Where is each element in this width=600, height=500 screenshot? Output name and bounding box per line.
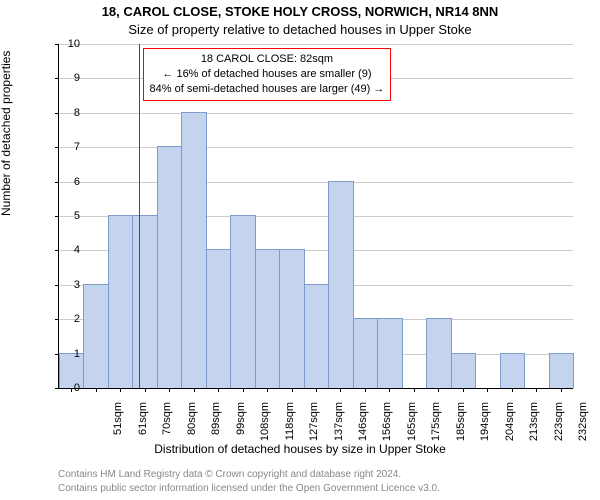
x-tick-mark xyxy=(292,388,293,392)
x-tick-mark xyxy=(120,388,121,392)
plot-area: 18 CAROL CLOSE: 82sqm← 16% of detached h… xyxy=(58,44,573,389)
histogram-bar xyxy=(451,353,476,388)
x-tick-label: 146sqm xyxy=(357,402,369,452)
footer-line1: Contains HM Land Registry data © Crown c… xyxy=(58,469,401,480)
histogram-bar xyxy=(279,249,304,388)
y-tick-label: 0 xyxy=(60,382,80,394)
y-axis-label: Number of detached properties xyxy=(0,51,13,216)
y-tick-label: 6 xyxy=(60,176,80,188)
gridline-horizontal xyxy=(59,113,573,114)
histogram-bar xyxy=(157,146,182,388)
x-tick-mark xyxy=(145,388,146,392)
x-tick-label: 156sqm xyxy=(381,402,393,452)
histogram-bar xyxy=(108,215,133,388)
x-tick-label: 185sqm xyxy=(455,402,467,452)
footer-line2: Contains public sector information licen… xyxy=(58,483,440,494)
x-tick-label: 70sqm xyxy=(161,402,173,452)
histogram-bar xyxy=(206,249,231,388)
x-tick-mark xyxy=(267,388,268,392)
marker-vertical-line xyxy=(139,44,140,388)
x-tick-mark xyxy=(316,388,317,392)
x-tick-mark xyxy=(414,388,415,392)
x-tick-label: 80sqm xyxy=(186,402,198,452)
callout-line2: ← 16% of detached houses are smaller (9) xyxy=(150,67,385,82)
x-tick-mark xyxy=(218,388,219,392)
y-tick-mark xyxy=(55,147,59,148)
x-tick-label: 232sqm xyxy=(577,402,589,452)
x-tick-mark xyxy=(438,388,439,392)
x-tick-mark xyxy=(340,388,341,392)
y-tick-label: 4 xyxy=(60,244,80,256)
callout-line1: 18 CAROL CLOSE: 82sqm xyxy=(150,52,385,67)
histogram-bar xyxy=(230,215,255,388)
histogram-bar xyxy=(132,215,157,388)
callout-line3: 84% of semi-detached houses are larger (… xyxy=(150,82,385,97)
x-tick-mark xyxy=(487,388,488,392)
x-tick-label: 204sqm xyxy=(504,402,516,452)
gridline-horizontal xyxy=(59,182,573,183)
y-tick-label: 9 xyxy=(60,72,80,84)
histogram-bar xyxy=(255,249,280,388)
chart-title-line2: Size of property relative to detached ho… xyxy=(0,22,600,37)
x-tick-mark xyxy=(389,388,390,392)
chart-title-line1: 18, CAROL CLOSE, STOKE HOLY CROSS, NORWI… xyxy=(0,4,600,19)
x-tick-mark xyxy=(365,388,366,392)
y-tick-mark xyxy=(55,285,59,286)
y-tick-mark xyxy=(55,113,59,114)
y-tick-mark xyxy=(55,182,59,183)
x-tick-mark xyxy=(512,388,513,392)
histogram-bar xyxy=(377,318,402,388)
gridline-horizontal xyxy=(59,147,573,148)
y-tick-label: 2 xyxy=(60,313,80,325)
y-tick-label: 1 xyxy=(60,348,80,360)
x-tick-label: 175sqm xyxy=(430,402,442,452)
y-tick-label: 5 xyxy=(60,210,80,222)
x-tick-label: 89sqm xyxy=(210,402,222,452)
x-tick-mark xyxy=(463,388,464,392)
x-tick-label: 108sqm xyxy=(259,402,271,452)
x-tick-label: 213sqm xyxy=(528,402,540,452)
histogram-bar xyxy=(426,318,451,388)
y-tick-mark xyxy=(55,216,59,217)
y-tick-mark xyxy=(55,250,59,251)
x-tick-label: 194sqm xyxy=(479,402,491,452)
x-tick-mark xyxy=(243,388,244,392)
gridline-horizontal xyxy=(59,44,573,45)
y-tick-mark xyxy=(55,388,59,389)
y-tick-label: 3 xyxy=(60,279,80,291)
callout-box: 18 CAROL CLOSE: 82sqm← 16% of detached h… xyxy=(143,48,392,101)
histogram-bar xyxy=(549,353,574,388)
y-tick-mark xyxy=(55,44,59,45)
x-tick-label: 223sqm xyxy=(553,402,565,452)
y-tick-label: 7 xyxy=(60,141,80,153)
x-tick-label: 61sqm xyxy=(137,402,149,452)
x-tick-mark xyxy=(169,388,170,392)
histogram-bar xyxy=(304,284,329,388)
histogram-bar xyxy=(353,318,378,388)
y-tick-label: 10 xyxy=(60,38,80,50)
histogram-bar xyxy=(500,353,525,388)
x-tick-mark xyxy=(561,388,562,392)
x-tick-label: 137sqm xyxy=(333,402,345,452)
x-tick-mark xyxy=(96,388,97,392)
y-tick-mark xyxy=(55,319,59,320)
y-tick-label: 8 xyxy=(60,107,80,119)
histogram-bar xyxy=(328,181,353,388)
chart-container: { "titles": { "line1": "18, CAROL CLOSE,… xyxy=(0,0,600,500)
x-tick-label: 51sqm xyxy=(112,402,124,452)
x-tick-label: 127sqm xyxy=(308,402,320,452)
x-tick-label: 165sqm xyxy=(406,402,418,452)
y-tick-mark xyxy=(55,78,59,79)
x-tick-mark xyxy=(536,388,537,392)
x-tick-mark xyxy=(194,388,195,392)
x-tick-label: 118sqm xyxy=(284,402,296,452)
histogram-bar xyxy=(181,112,206,388)
histogram-bar xyxy=(83,284,108,388)
x-tick-label: 99sqm xyxy=(235,402,247,452)
